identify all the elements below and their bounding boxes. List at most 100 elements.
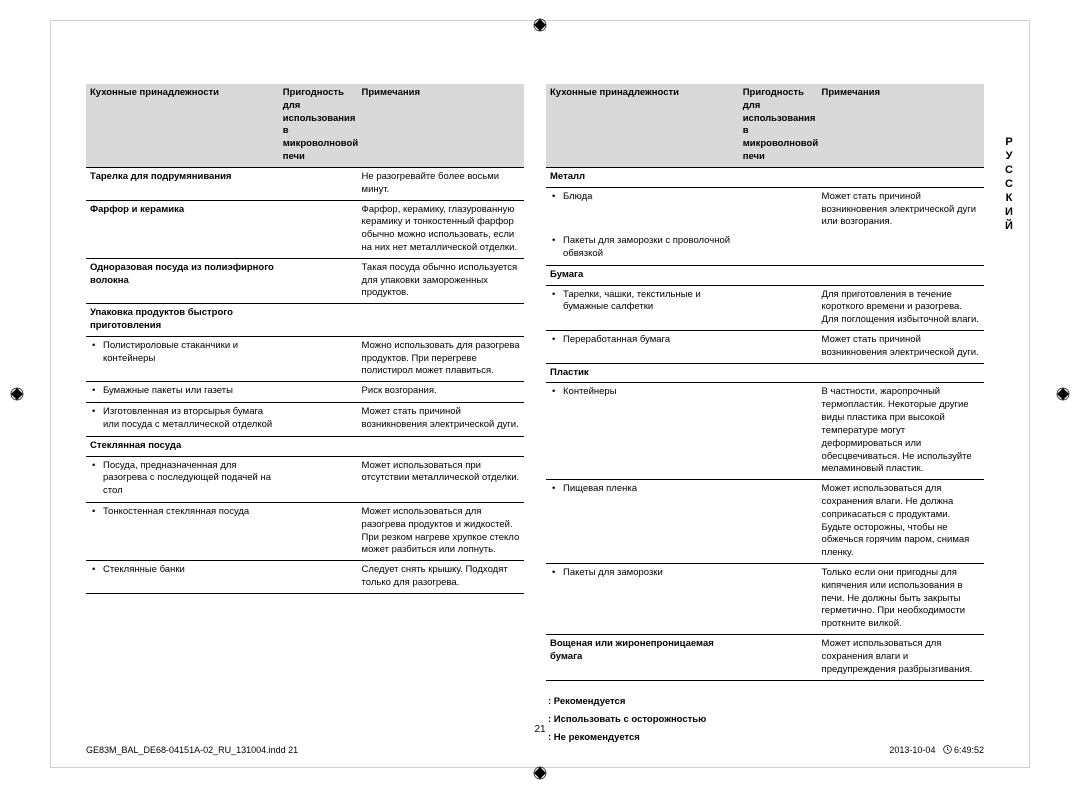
table-row: Тарелка для подрумянивания Не разогревайт… (86, 167, 524, 200)
table-row: Одноразовая посуда из полиэфирного волок… (86, 258, 524, 303)
list-item: Пакеты для заморозки с проволочной обвяз… (550, 235, 735, 261)
cell-notes: Может стать причиной возникновения элект… (818, 331, 984, 364)
cell-notes: Может использоваться для сохранения влаг… (818, 480, 984, 564)
cell-notes (818, 363, 984, 383)
cell-utensil: Металл (546, 167, 739, 187)
cell-utensil: Тарелки, чашки, текстильные и бумажные с… (546, 285, 739, 330)
cell-utensil: Фарфор и керамика (86, 200, 279, 258)
registration-mark-icon (1056, 387, 1070, 401)
cell-utensil: Тарелка для подрумянивания (86, 167, 279, 200)
cell-notes (358, 304, 524, 337)
cell-safe (739, 187, 818, 232)
cell-safe (739, 564, 818, 635)
table-row: Упаковка продуктов быстрого приготовлени… (86, 304, 524, 337)
registration-mark-icon (533, 766, 547, 780)
cell-utensil: Упаковка продуктов быстрого приготовлени… (86, 304, 279, 337)
cell-utensil: Бумага (546, 265, 739, 285)
cell-utensil: Полистироловые стаканчики и контейнеры (86, 336, 279, 381)
clock-icon (943, 745, 952, 754)
table-row: Стеклянные банки Следует снять крышку. По… (86, 561, 524, 594)
table-row: Пищевая пленка Может использоваться для с… (546, 480, 984, 564)
cell-notes: Может использоваться для разогрева проду… (358, 502, 524, 560)
registration-mark-icon (10, 387, 24, 401)
cell-safe (739, 285, 818, 330)
table-row: Пластик (546, 363, 984, 383)
page-content: Кухонные принадлежности Пригодность для … (86, 84, 984, 747)
cell-safe (279, 456, 358, 502)
list-item: Пакеты для заморозки (550, 567, 735, 580)
cell-utensil: Тонкостенная стеклянная посуда (86, 502, 279, 560)
cell-safe (739, 383, 818, 480)
list-item: Переработанная бумага (550, 334, 735, 347)
table-row: Посуда, предназначенная для разогрева с … (86, 456, 524, 502)
cell-utensil: Блюда (546, 187, 739, 232)
list-item: Пищевая пленка (550, 483, 735, 496)
right-column: Кухонные принадлежности Пригодность для … (546, 84, 984, 747)
list-item: Посуда, предназначенная для разогрева с … (90, 460, 275, 498)
cell-notes: Может использоваться для сохранения влаг… (818, 635, 984, 680)
cell-safe (279, 382, 358, 403)
table-row: Изготовленная из вторсырья бумага или по… (86, 403, 524, 437)
table-row: Бумажные пакеты или газетыРиск возгорани… (86, 382, 524, 403)
list-item: Тарелки, чашки, текстильные и бумажные с… (550, 289, 735, 315)
list-item: Изготовленная из вторсырья бумага или по… (90, 406, 275, 432)
table-row: Контейнеры В частности, жаропрочный термо… (546, 383, 984, 480)
table-row: Пакеты для заморозки с проволочной обвяз… (546, 232, 984, 265)
cell-safe (279, 200, 358, 258)
cell-safe (739, 232, 818, 265)
cell-utensil: Контейнеры (546, 383, 739, 480)
cell-safe (739, 635, 818, 680)
cell-utensil: Пищевая пленка (546, 480, 739, 564)
table-row: Стеклянная посуда (86, 436, 524, 456)
registration-mark-icon (533, 18, 547, 32)
cell-notes: Может стать причиной возникновения элект… (358, 403, 524, 437)
cell-safe (739, 331, 818, 364)
cell-utensil: Посуда, предназначенная для разогрева с … (86, 456, 279, 502)
header-notes: Примечания (358, 84, 524, 167)
cell-notes: Следует снять крышку. Подходят только дл… (358, 561, 524, 594)
cell-notes: Не разогревайте более восьми минут. (358, 167, 524, 200)
cell-utensil: Пакеты для заморозки (546, 564, 739, 635)
cell-notes (818, 232, 984, 265)
cell-notes: Может стать причиной возникновения элект… (818, 187, 984, 232)
cell-utensil: Пластик (546, 363, 739, 383)
cell-notes: Для приготовления в течение короткого вр… (818, 285, 984, 330)
table-row: Вощеная или жиронепроницаемая бумагаМоже… (546, 635, 984, 680)
list-item: Тонкостенная стеклянная посуда (90, 506, 275, 519)
cell-safe (279, 167, 358, 200)
left-column: Кухонные принадлежности Пригодность для … (86, 84, 524, 747)
footer-time: 6:49:52 (954, 745, 984, 755)
cell-notes: Такая посуда обычно используется для упа… (358, 258, 524, 303)
footer-left: GE83M_BAL_DE68-04151A-02_RU_131004.indd … (86, 745, 298, 755)
cell-notes: В частности, жаропрочный термопластик. Н… (818, 383, 984, 480)
cell-safe (279, 403, 358, 437)
cell-safe (279, 336, 358, 381)
cell-utensil: Стеклянная посуда (86, 436, 279, 456)
legend-not-recommended: : Не рекомендуется (548, 729, 984, 747)
table-row: Тонкостенная стеклянная посуда Может испо… (86, 502, 524, 560)
list-item: Блюда (550, 191, 735, 204)
page-number: 21 (534, 724, 545, 735)
list-item: Стеклянные банки (90, 564, 275, 577)
header-notes: Примечания (818, 84, 984, 167)
table-left: Кухонные принадлежности Пригодность для … (86, 84, 524, 594)
cell-safe (279, 561, 358, 594)
cell-notes (358, 436, 524, 456)
footer-date: 2013-10-04 (889, 745, 935, 755)
footer-right: 2013-10-04 6:49:52 (889, 745, 984, 755)
list-item: Контейнеры (550, 386, 735, 399)
cell-notes: Можно использовать для разогрева продукт… (358, 336, 524, 381)
cell-utensil: Бумажные пакеты или газеты (86, 382, 279, 403)
cell-safe (279, 502, 358, 560)
language-side-label: РУССКИЙ (1003, 136, 1015, 234)
cell-safe (279, 258, 358, 303)
table-row: Пакеты для заморозкиТолько если они приг… (546, 564, 984, 635)
table-row: Металл (546, 167, 984, 187)
legend: : Рекомендуется : Использовать с осторож… (546, 693, 984, 747)
cell-safe (739, 167, 818, 187)
list-item: Полистироловые стаканчики и контейнеры (90, 340, 275, 366)
table-row: Блюда Может стать причиной возникновения … (546, 187, 984, 232)
table-row: Тарелки, чашки, текстильные и бумажные с… (546, 285, 984, 330)
cell-utensil: Одноразовая посуда из полиэфирного волок… (86, 258, 279, 303)
list-item: Бумажные пакеты или газеты (90, 385, 275, 398)
